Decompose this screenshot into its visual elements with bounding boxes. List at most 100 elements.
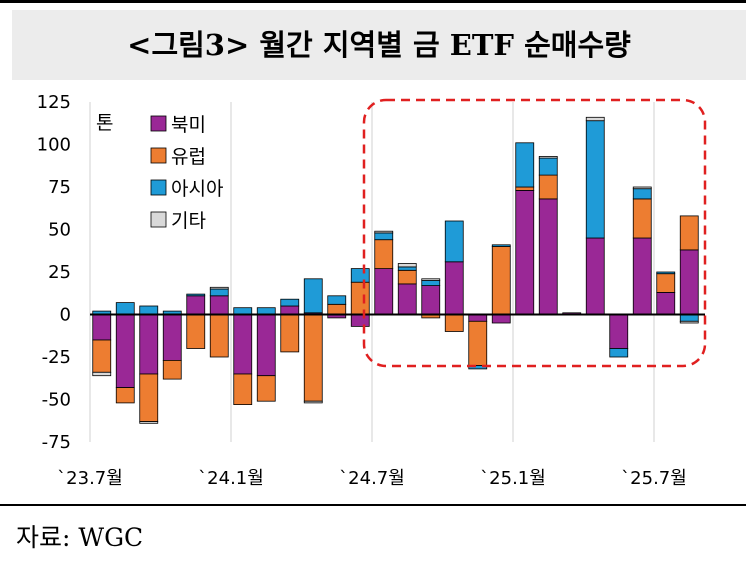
bar-segment [585, 116, 605, 122]
bar-segment [374, 239, 394, 269]
bar-segment [327, 295, 347, 305]
bar-segment [374, 232, 394, 241]
bar-segment [444, 220, 464, 263]
y-tick-label: -75 [42, 432, 71, 453]
bar-segment [632, 237, 652, 315]
bar-segment [256, 314, 276, 377]
bar-segment [139, 373, 159, 422]
x-tick-label: `24.1월 [198, 468, 264, 489]
legend-label: 기타 [171, 210, 206, 232]
bar-segment [139, 421, 159, 424]
x-tick-label: `25.7월 [621, 468, 687, 489]
bottom-rule [0, 504, 746, 506]
bar-segment [421, 285, 441, 315]
bar-segment [256, 375, 276, 402]
bar-segment [92, 371, 112, 377]
y-tick-label: 125 [37, 92, 71, 113]
x-tick-label: `25.1월 [480, 468, 546, 489]
bar-segment [632, 188, 652, 200]
bar-segment [233, 307, 253, 315]
bar-segment [92, 339, 112, 373]
bar-segment [632, 198, 652, 239]
bar-segment [679, 249, 699, 315]
bar-segment [538, 198, 558, 315]
bar-segment [656, 271, 676, 275]
y-tick-label: 75 [48, 177, 71, 198]
bar-segment [115, 314, 135, 388]
bar-segment [515, 142, 535, 188]
bar-segment [280, 298, 300, 307]
bar-segment [397, 283, 417, 315]
bar-segment [609, 314, 629, 349]
bar-segment [444, 261, 464, 315]
bar-segment [656, 273, 676, 293]
x-tick-label: `24.7월 [339, 468, 405, 489]
bar-segment [397, 269, 417, 285]
legend-swatch [150, 115, 167, 132]
bar-segment [209, 295, 229, 315]
y-tick-label: 0 [60, 305, 71, 326]
bar-segment [350, 281, 370, 315]
bar-segment [679, 314, 699, 322]
bar-segment [186, 314, 206, 349]
source-note: 자료: WGC [16, 523, 144, 552]
bar-segment [280, 305, 300, 315]
bar-segment [186, 293, 206, 297]
x-axis-gridlines [89, 102, 655, 442]
bar-segment [444, 314, 464, 332]
bar-segment [115, 302, 135, 315]
bar-segment [233, 314, 253, 375]
legend-label: 북미 [171, 114, 206, 136]
bar-segment [303, 314, 323, 402]
bar-segment [209, 286, 229, 290]
legend-label: 아시아 [171, 178, 223, 200]
chart: 125 100 75 50 25 0 -25 -50 -75 `23.7월 `24.1월 `24.7… [37, 92, 707, 489]
bar-segment [162, 359, 182, 380]
bar-segment [256, 307, 276, 315]
legend-swatch [150, 147, 167, 164]
top-rule [0, 0, 746, 3]
y-tick-label: 100 [37, 135, 71, 156]
y-axis-ticks: 125 100 75 50 25 0 -25 -50 -75 [37, 92, 71, 453]
bar-segment [350, 314, 370, 327]
bar-segment [303, 278, 323, 314]
bar-segment [585, 237, 605, 315]
bar-segment [491, 314, 511, 324]
bar-segment [350, 268, 370, 283]
x-axis-ticks: `23.7월 `24.1월 `24.7월 `25.1월 `25.7월 [57, 468, 687, 489]
bar-segment [421, 280, 441, 286]
bar-segment [468, 314, 488, 322]
bar-segment [280, 314, 300, 353]
bar-segment [679, 320, 699, 324]
y-tick-label: -25 [42, 347, 71, 368]
legend-label: 유럽 [171, 146, 206, 168]
bar-segment [303, 400, 323, 404]
bar-segment [162, 314, 182, 361]
bar-segment [538, 156, 558, 159]
bar-segment [632, 186, 652, 190]
bar-segment [609, 348, 629, 358]
legend-swatch [150, 179, 167, 196]
title-band: <그림3> 월간 지역별 금 ETF 순매수량 [12, 10, 746, 80]
bar-segment [139, 305, 159, 315]
bar-segment [468, 320, 488, 366]
bar-segment [515, 190, 535, 315]
bars [92, 116, 699, 424]
y-tick-label: 25 [48, 262, 71, 283]
bar-segment [585, 120, 605, 239]
bar-segment [656, 291, 676, 315]
bar-segment [209, 314, 229, 358]
bar-segment [397, 266, 417, 271]
bar-segment [397, 263, 417, 268]
x-tick-label: `23.7월 [57, 468, 123, 489]
bar-segment [209, 288, 229, 297]
y-tick-label: 50 [48, 220, 71, 241]
bar-segment [538, 174, 558, 200]
bar-segment [515, 186, 535, 191]
unit-label: 톤 [96, 112, 113, 134]
bar-segment [679, 215, 699, 251]
bar-segment [92, 314, 112, 341]
chart-title: <그림3> 월간 지역별 금 ETF 순매수량 [127, 28, 631, 62]
bar-segment [115, 387, 135, 404]
